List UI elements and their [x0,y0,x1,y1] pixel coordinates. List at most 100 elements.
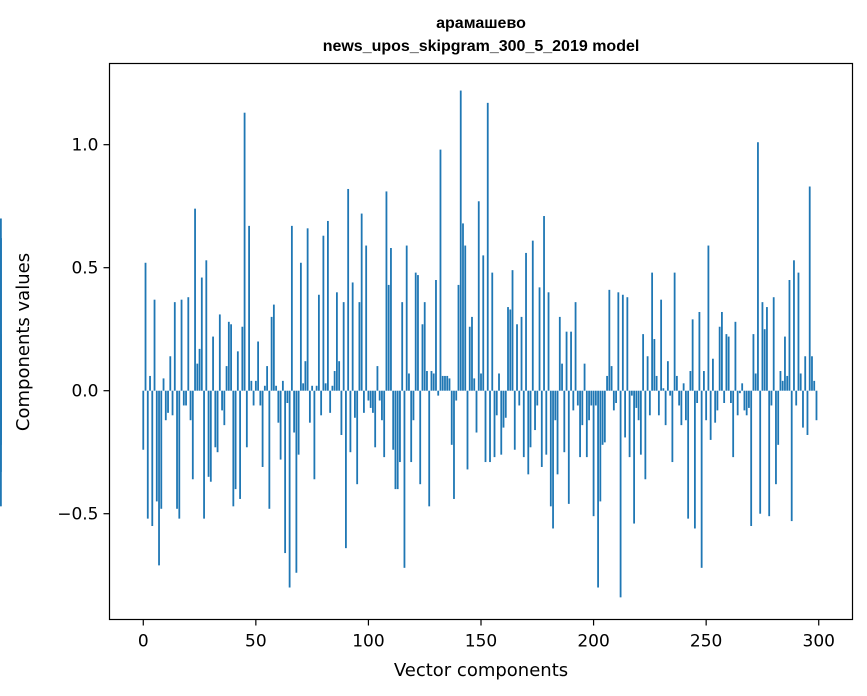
bar [482,255,485,391]
bar [675,375,678,391]
bar [628,390,631,458]
x-tick-label: 0 [138,632,149,652]
bar [714,390,717,423]
bar [176,390,178,509]
bar [617,292,620,391]
bar [752,334,755,391]
bar [261,390,264,467]
bar [793,260,795,391]
bar [509,309,512,391]
bar [268,390,271,509]
bar [491,272,494,391]
bar [430,371,433,391]
bar [502,390,505,428]
bar [387,284,390,391]
bar [457,284,460,391]
bar [223,390,226,426]
bar [603,390,606,443]
bar [196,363,199,391]
bar-series [0,90,818,598]
bar [439,149,442,391]
bar [385,191,388,391]
bar [739,390,741,394]
bar [189,390,192,421]
bar [761,302,764,391]
bar [311,385,314,391]
bar [495,390,498,416]
bar [525,252,527,391]
bar [759,390,762,514]
bar [574,302,577,391]
bar [727,336,730,391]
bar [243,112,246,391]
bar [540,390,543,467]
bar [464,245,467,391]
bar [493,390,496,458]
bar [581,390,584,426]
bar [518,390,521,406]
bar [354,390,356,418]
bar [286,390,289,403]
bar [743,390,746,411]
bar [378,390,381,401]
bar [527,390,530,475]
bar [784,336,786,391]
bar [171,390,174,416]
bar [345,390,347,549]
bar [327,220,329,391]
bar [212,336,214,391]
bar [484,390,487,463]
bar [590,390,593,406]
bar [513,390,516,450]
bar [279,390,282,460]
bar [435,280,437,391]
bar [788,280,791,391]
bar [187,297,190,391]
bar [225,366,228,391]
bar [549,390,552,507]
bar [565,331,568,391]
bar [146,390,149,519]
chart-subtitle: news_upos_skipgram_300_5_2019 model [323,38,640,55]
bar [207,390,210,477]
bar [552,390,554,529]
bar [741,383,744,391]
bar [390,248,392,391]
bar [351,282,354,391]
bar [797,272,800,391]
bar [511,270,514,391]
bar [329,390,332,413]
bar [770,390,773,406]
bar [333,371,336,391]
bar [412,390,415,421]
bar [428,390,431,507]
bar [489,390,491,463]
bar [450,390,453,445]
bar [570,331,572,391]
bar [414,272,417,391]
bar [594,390,597,406]
bar [320,390,323,416]
bar [718,326,721,391]
bar [167,390,169,413]
bar [453,390,455,499]
bar [732,390,735,458]
bar [662,388,665,391]
bar [234,390,237,490]
bar [369,390,372,408]
bar [239,390,241,499]
bar [723,390,726,403]
bar [561,363,563,391]
bar [408,373,410,391]
bar [779,371,782,391]
bar [547,292,550,391]
bar [651,272,654,391]
bar [504,390,507,418]
bar [612,390,615,411]
bar [374,390,377,448]
bar [754,373,757,391]
bar [178,390,181,519]
bar [730,390,732,403]
bar [486,102,489,391]
bar [399,390,401,463]
